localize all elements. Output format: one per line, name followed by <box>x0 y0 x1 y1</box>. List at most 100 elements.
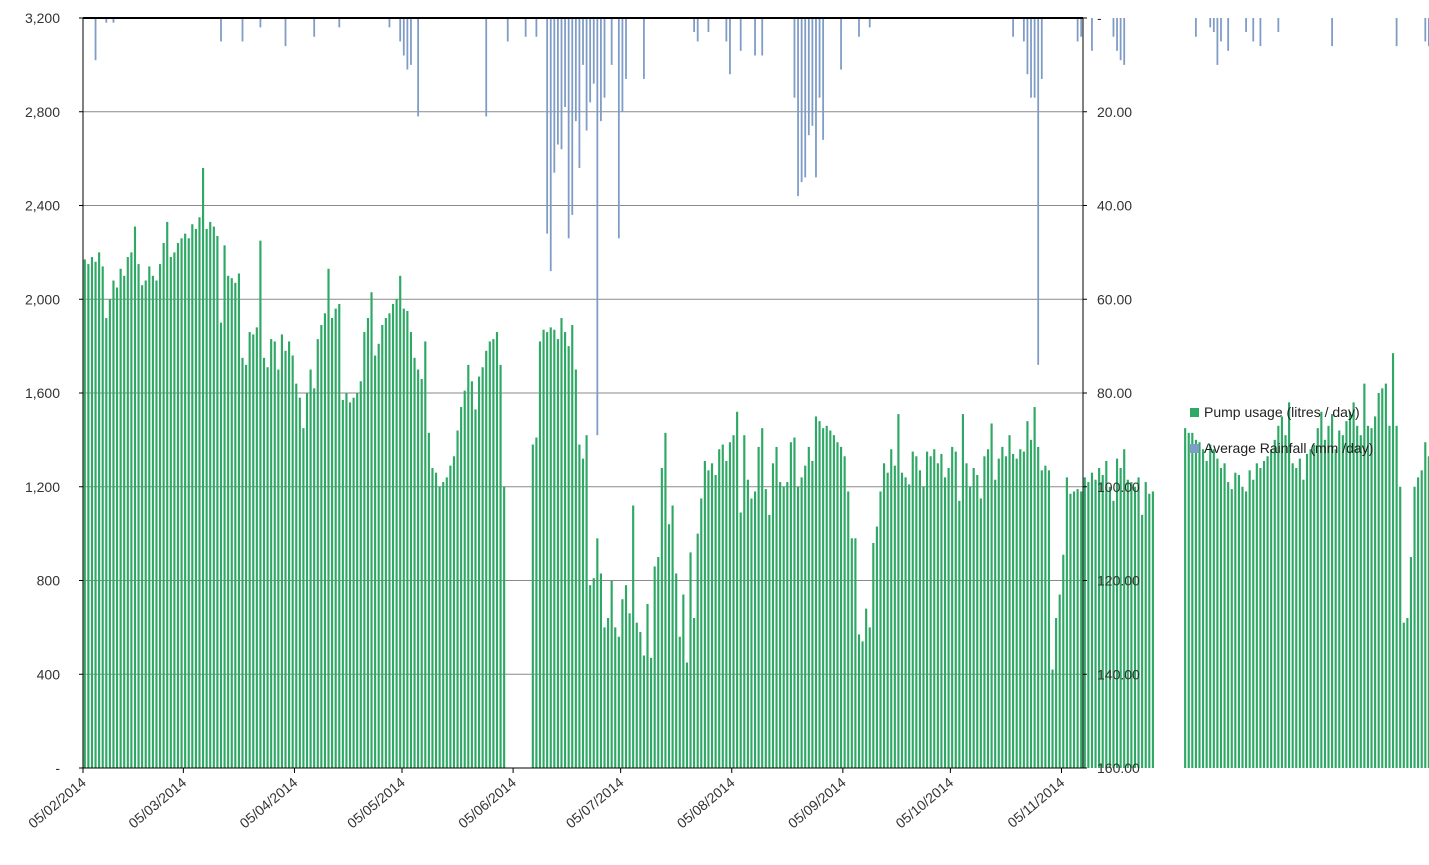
pump-usage-bar <box>549 327 552 769</box>
pump-usage-bar <box>162 243 165 768</box>
rainfall-bar <box>571 18 574 215</box>
pump-usage-bar <box>628 613 631 768</box>
pump-usage-bar <box>535 437 538 768</box>
rainfall-bar <box>1026 18 1029 75</box>
pump-usage-bar <box>1080 491 1083 768</box>
pump-usage-bar <box>176 243 180 768</box>
rainfall-bar <box>696 18 699 42</box>
pump-usage-bar <box>345 393 348 768</box>
rainfall-bar <box>840 18 842 70</box>
pump-usage-bar <box>556 339 559 768</box>
right-y-tick-label: 80.00 <box>1097 385 1132 401</box>
pump-usage-bar <box>166 221 169 768</box>
pump-usage-bar <box>1331 414 1334 768</box>
pump-usage-bar <box>338 303 341 768</box>
pump-usage-bar <box>359 381 362 768</box>
pump-usage-bar <box>137 264 140 768</box>
pump-usage-bar <box>1047 470 1051 768</box>
pump-usage-bar <box>1277 425 1280 768</box>
pump-usage-bar <box>87 264 90 768</box>
left-y-tick-label: 2,000 <box>25 291 60 307</box>
rainfall-bar <box>1037 18 1040 365</box>
pump-usage-bar <box>1083 477 1086 769</box>
rainfall-bar <box>94 18 97 61</box>
pump-usage-bar <box>173 252 176 769</box>
pump-usage-bar <box>807 446 810 768</box>
pump-usage-bar <box>657 557 660 768</box>
pump-usage-bar <box>531 444 534 768</box>
left-y-tick-label: 2,400 <box>25 198 60 214</box>
pump-usage-bar <box>1323 439 1327 769</box>
pump-usage-bar <box>958 500 961 768</box>
pump-usage-bar <box>277 369 280 768</box>
pump-usage-bar <box>234 282 237 768</box>
pump-usage-bar <box>761 428 764 768</box>
rainfall-bar <box>868 18 871 28</box>
pump-usage-bar <box>1223 463 1226 768</box>
pump-usage-bar <box>897 414 900 768</box>
pump-usage-bar <box>227 275 230 768</box>
pump-usage-bar <box>642 655 646 768</box>
pump-usage-bar <box>402 308 405 768</box>
pump-usage-bar <box>1044 465 1047 768</box>
rainfall-bar <box>399 18 402 42</box>
pump-usage-bar <box>883 463 886 768</box>
pump-usage-bar <box>395 299 398 768</box>
pump-usage-bar <box>1295 468 1298 768</box>
pump-usage-bar <box>1098 468 1101 768</box>
pump-usage-bar <box>739 512 742 768</box>
rainfall-bar <box>754 18 756 56</box>
pump-usage-bar <box>273 341 276 768</box>
rainfall-bar <box>603 18 606 98</box>
pump-usage-bar <box>495 332 499 768</box>
pump-usage-bar <box>413 357 416 768</box>
pump-usage-bar <box>1040 470 1043 768</box>
rainfall-bar <box>1022 18 1025 42</box>
pump-usage-bar <box>682 594 685 768</box>
pump-usage-bar <box>442 482 445 768</box>
rainfall-bar <box>1012 18 1014 37</box>
rainfall-bar <box>549 18 552 272</box>
pump-usage-bar <box>764 489 767 768</box>
pump-usage-bar <box>126 257 129 768</box>
pump-usage-bar <box>721 444 724 768</box>
pump-usage-bar <box>1115 458 1119 769</box>
rainfall-bar <box>1040 18 1043 79</box>
pump-usage-bar <box>1216 458 1219 769</box>
pump-usage-bar <box>463 390 466 768</box>
rainfall-bar <box>1080 18 1083 37</box>
rainfall-bar <box>1424 18 1427 42</box>
rainfall-bar <box>524 18 527 37</box>
pump-usage-bar <box>467 364 470 769</box>
rainfall-bar <box>259 18 262 28</box>
pump-usage-bar <box>223 245 226 769</box>
pump-usage-bar <box>420 378 423 768</box>
rainfall-bar <box>625 18 627 79</box>
rainfall-bar <box>112 18 115 23</box>
pump-usage-bar <box>728 442 732 768</box>
pump-usage-bar <box>488 341 491 768</box>
pump-usage-bar <box>477 376 481 768</box>
pump-usage-bar <box>1008 435 1011 768</box>
pump-usage-bar <box>381 325 384 768</box>
pump-usage-bar <box>1305 453 1309 768</box>
pump-usage-bar <box>782 486 785 768</box>
rainfall-bar <box>1123 18 1126 65</box>
rainfall-bar <box>858 18 860 37</box>
rainfall-bar <box>818 18 821 98</box>
rainfall-bar <box>560 18 563 150</box>
pump-usage-bar <box>123 275 126 768</box>
pump-usage-bar <box>1255 463 1258 768</box>
pump-usage-bar <box>101 266 104 768</box>
pump-usage-bar <box>1266 456 1269 768</box>
pump-usage-bar <box>1291 463 1294 768</box>
pump-usage-bar <box>693 618 696 768</box>
left-y-tick-label: 3,200 <box>25 10 60 26</box>
pump-usage-bar <box>1395 425 1398 768</box>
pump-usage-bar <box>1012 453 1015 768</box>
rainfall-bar <box>1030 18 1032 98</box>
pump-usage-bar <box>305 393 309 768</box>
pump-usage-bar <box>725 460 728 768</box>
pump-usage-bar <box>929 456 932 768</box>
pump-usage-bar <box>1262 460 1266 768</box>
